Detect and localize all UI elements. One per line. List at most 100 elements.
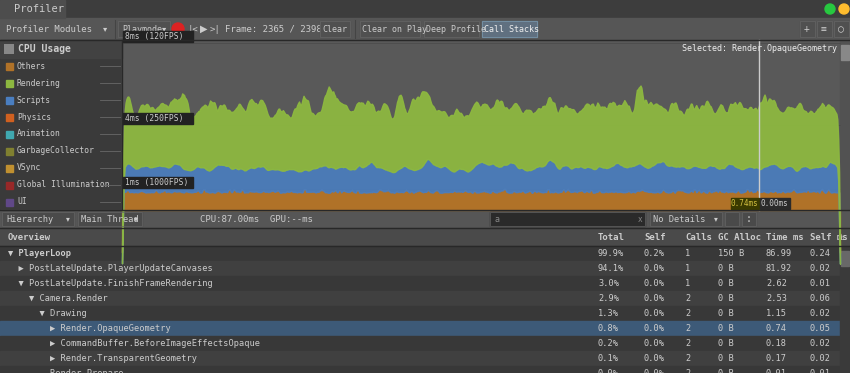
- Text: Main Thread: Main Thread: [81, 214, 139, 223]
- Text: 0.2%: 0.2%: [644, 249, 665, 258]
- Text: Global Illumination: Global Illumination: [17, 180, 110, 189]
- Text: 0.0%: 0.0%: [644, 354, 665, 363]
- Text: 0.24: 0.24: [810, 249, 831, 258]
- Text: 2: 2: [685, 294, 690, 303]
- Text: 4ms (250FPS): 4ms (250FPS): [125, 114, 184, 123]
- Text: GarbageCollector: GarbageCollector: [17, 146, 95, 156]
- Text: ▾: ▾: [103, 25, 107, 34]
- Text: 0.0%: 0.0%: [644, 339, 665, 348]
- Text: ▼ Drawing: ▼ Drawing: [8, 309, 87, 318]
- Bar: [78, 212, 142, 226]
- Text: 1: 1: [685, 264, 690, 273]
- Text: 0 B: 0 B: [718, 309, 734, 318]
- Bar: [6, 63, 13, 70]
- Text: Scripts: Scripts: [17, 96, 51, 105]
- Bar: [800, 21, 815, 37]
- Bar: [122, 40, 850, 210]
- Text: Frame: 2365 / 2398: Frame: 2365 / 2398: [225, 25, 322, 34]
- Bar: [320, 21, 350, 37]
- Text: 2: 2: [685, 339, 690, 348]
- Bar: [0, 336, 840, 351]
- Bar: [2, 212, 74, 226]
- Text: Call Stacks: Call Stacks: [484, 25, 539, 34]
- Bar: [725, 212, 739, 226]
- Text: 0.0%: 0.0%: [644, 264, 665, 273]
- Text: ▶ Render.TransparentGeometry: ▶ Render.TransparentGeometry: [8, 354, 197, 363]
- Text: Others: Others: [17, 62, 46, 71]
- Text: 94.1%: 94.1%: [598, 264, 624, 273]
- Text: 0 B: 0 B: [718, 279, 734, 288]
- Text: ≡: ≡: [821, 24, 827, 34]
- Text: 0.01: 0.01: [766, 369, 787, 373]
- Bar: [0, 0, 65, 18]
- Bar: [834, 21, 849, 37]
- Text: 0.02: 0.02: [810, 264, 831, 273]
- Text: 2: 2: [685, 369, 690, 373]
- Text: ▼ Camera.Render: ▼ Camera.Render: [8, 294, 108, 303]
- Text: Deep Profile: Deep Profile: [426, 25, 486, 34]
- Bar: [0, 321, 840, 336]
- Text: 0.0%: 0.0%: [644, 279, 665, 288]
- Bar: [6, 131, 13, 138]
- Bar: [0, 40, 122, 58]
- Text: 0.8%: 0.8%: [598, 324, 619, 333]
- Text: ▶ PostLateUpdate.PlayerUpdateCanvases: ▶ PostLateUpdate.PlayerUpdateCanvases: [8, 264, 212, 273]
- Bar: [0, 261, 840, 276]
- Bar: [0, 276, 840, 291]
- Bar: [490, 212, 645, 226]
- Text: 1.3%: 1.3%: [598, 309, 619, 318]
- Text: Time ms: Time ms: [766, 232, 803, 241]
- Circle shape: [825, 4, 835, 14]
- Bar: [6, 97, 13, 104]
- Bar: [0, 228, 850, 246]
- Bar: [840, 40, 850, 210]
- Text: GC Alloc: GC Alloc: [718, 232, 761, 241]
- Bar: [0, 0, 850, 18]
- Text: 0 B: 0 B: [718, 324, 734, 333]
- Text: x: x: [638, 214, 643, 223]
- Text: 0.02: 0.02: [810, 354, 831, 363]
- Bar: [123, 177, 193, 188]
- Text: Overview: Overview: [8, 232, 51, 241]
- Text: Calls: Calls: [685, 232, 711, 241]
- Text: >|: >|: [210, 25, 221, 34]
- Bar: [841, 45, 849, 60]
- Text: Profiler Modules: Profiler Modules: [6, 25, 92, 34]
- Text: 0.02: 0.02: [810, 339, 831, 348]
- Text: Self: Self: [644, 232, 666, 241]
- Text: 0.18: 0.18: [766, 339, 787, 348]
- Text: 0.06: 0.06: [810, 294, 831, 303]
- Circle shape: [839, 4, 849, 14]
- Text: 0 B: 0 B: [718, 294, 734, 303]
- Text: 0 B: 0 B: [718, 264, 734, 273]
- Text: 0.2%: 0.2%: [598, 339, 619, 348]
- Text: 0.1%: 0.1%: [598, 354, 619, 363]
- Text: 2.9%: 2.9%: [598, 294, 619, 303]
- Bar: [360, 21, 420, 37]
- Text: 0.01: 0.01: [810, 279, 831, 288]
- Text: ▼ PostLateUpdate.FinishFrameRendering: ▼ PostLateUpdate.FinishFrameRendering: [8, 279, 212, 288]
- Bar: [0, 210, 850, 228]
- Bar: [6, 182, 13, 189]
- Bar: [482, 21, 537, 37]
- Bar: [834, 21, 849, 37]
- Bar: [6, 148, 13, 155]
- Bar: [424, 21, 479, 37]
- Text: VSync: VSync: [17, 163, 42, 172]
- Text: 81.92: 81.92: [766, 264, 792, 273]
- Text: 0 B: 0 B: [718, 354, 734, 363]
- Text: 2: 2: [685, 354, 690, 363]
- Text: 86.99: 86.99: [766, 249, 792, 258]
- Text: 0.0%: 0.0%: [598, 369, 619, 373]
- Text: Selected: Render.OpaqueGeometry: Selected: Render.OpaqueGeometry: [682, 44, 837, 53]
- Text: CPU Usage: CPU Usage: [18, 44, 71, 54]
- Text: 2: 2: [685, 309, 690, 318]
- Text: 0 B: 0 B: [718, 369, 734, 373]
- Bar: [482, 21, 537, 37]
- Text: 150 B: 150 B: [718, 249, 745, 258]
- Text: 1: 1: [685, 249, 690, 258]
- Text: 0.74ms: 0.74ms: [731, 199, 759, 208]
- Bar: [4, 44, 14, 54]
- Text: Clear: Clear: [322, 25, 347, 34]
- Text: 0.0%: 0.0%: [644, 309, 665, 318]
